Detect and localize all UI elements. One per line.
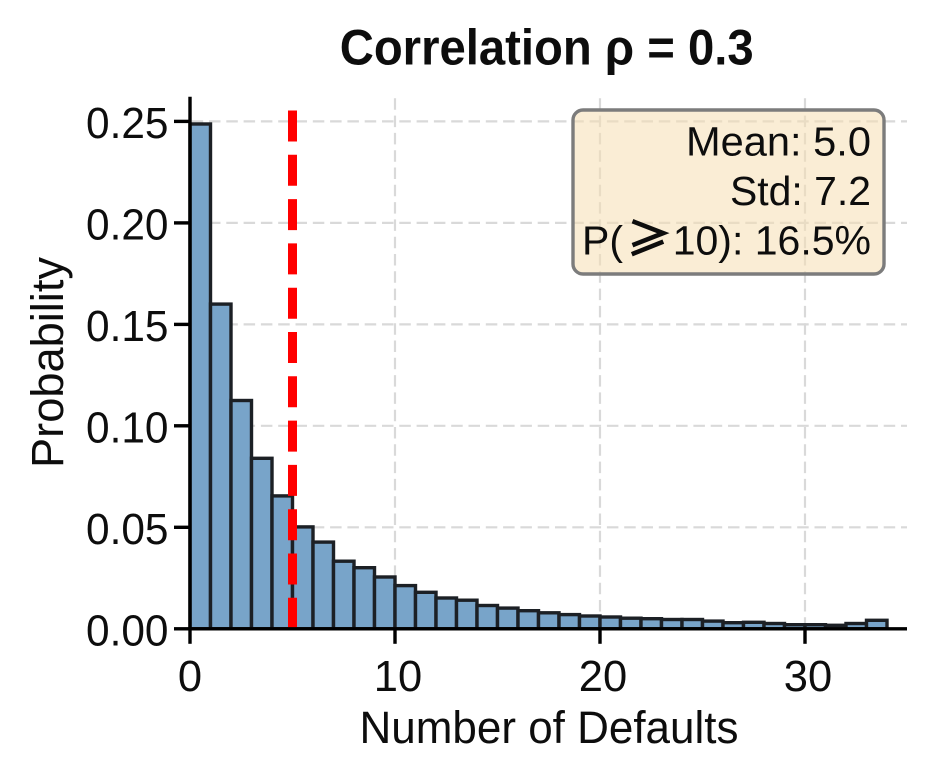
svg-text:10: 10 <box>374 653 422 701</box>
svg-text:20: 20 <box>579 653 627 701</box>
svg-text:0.25: 0.25 <box>86 99 169 148</box>
svg-text:10): 16.5%: 10): 16.5% <box>673 218 871 264</box>
svg-text:Mean: 5.0: Mean: 5.0 <box>686 118 871 164</box>
svg-text:0.00: 0.00 <box>86 606 169 655</box>
svg-text:0.05: 0.05 <box>86 505 169 554</box>
svg-text:Number of Defaults: Number of Defaults <box>360 702 739 753</box>
svg-text:0.20: 0.20 <box>86 200 169 249</box>
svg-text:0.15: 0.15 <box>86 302 169 351</box>
svg-text:P(: P( <box>582 218 623 264</box>
svg-text:Probability: Probability <box>22 257 73 468</box>
svg-text:Correlation ρ = 0.3: Correlation ρ = 0.3 <box>340 20 754 76</box>
svg-text:30: 30 <box>784 653 832 701</box>
svg-text:0.10: 0.10 <box>86 403 169 452</box>
svg-text:Std: 7.2: Std: 7.2 <box>730 168 871 214</box>
svg-text:0: 0 <box>178 653 202 701</box>
